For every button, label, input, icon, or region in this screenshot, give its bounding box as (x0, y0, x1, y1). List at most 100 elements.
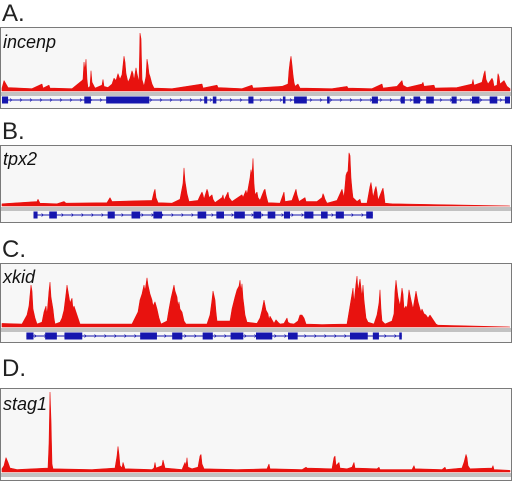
coverage-signal (1, 32, 511, 92)
strand-arrow (199, 98, 203, 102)
strand-arrow (279, 98, 283, 102)
strand-arrow (101, 213, 104, 217)
panel-label-d: D. (2, 355, 26, 382)
panel-label-a: A. (2, 0, 25, 27)
strand-arrow (351, 213, 354, 217)
exon-block (197, 211, 207, 219)
coverage-signal (1, 275, 511, 328)
strand-arrow (219, 98, 223, 102)
exon-block (489, 96, 498, 104)
strand-arrow (409, 98, 413, 102)
track-panel-xkid (0, 263, 512, 343)
strand-arrow (159, 98, 163, 102)
exon-block (140, 332, 157, 340)
strand-arrow (19, 98, 23, 102)
strand-arrow (104, 334, 107, 338)
strand-arrow (134, 334, 137, 338)
exon-block (366, 211, 373, 219)
coverage-track-stag1 (1, 391, 511, 477)
strand-arrow (141, 213, 144, 217)
coverage-track-xkid (1, 275, 511, 340)
strand-arrow (479, 98, 483, 102)
strand-arrow (49, 98, 53, 102)
coverage-track-tpx2 (1, 152, 511, 219)
coverage-track-incenp (1, 32, 511, 104)
strand-arrow (114, 334, 117, 338)
strand-arrow (181, 213, 184, 217)
strand-arrow (164, 334, 167, 338)
panel-label-b: B. (2, 118, 25, 145)
strand-arrow (339, 98, 343, 102)
strand-arrow (224, 334, 227, 338)
strand-arrow (309, 98, 313, 102)
strand-arrow (161, 213, 164, 217)
exon-block (49, 211, 57, 219)
strand-arrow (99, 98, 103, 102)
strand-arrow (301, 213, 304, 217)
exon-block (204, 96, 208, 104)
strand-arrow (239, 98, 243, 102)
strand-arrow (194, 334, 197, 338)
strand-arrow (171, 213, 174, 217)
strand-arrow (291, 213, 294, 217)
strand-arrow (314, 334, 317, 338)
strand-arrow (261, 213, 264, 217)
strand-arrow (419, 98, 423, 102)
exon-block (283, 211, 291, 219)
exon-block (267, 211, 276, 219)
strand-arrow (211, 213, 214, 217)
strand-arrow (34, 334, 37, 338)
strand-arrow (499, 98, 503, 102)
exon-block (400, 96, 405, 104)
exon-block (304, 211, 314, 219)
strand-arrow (229, 98, 233, 102)
strand-arrow (149, 98, 153, 102)
strand-arrow (384, 334, 387, 338)
strand-arrow (259, 98, 263, 102)
gene-name-incenp: incenp (3, 32, 57, 52)
exon-block (504, 96, 510, 104)
gene-name-stag1: stag1 (3, 394, 48, 414)
exon-block (216, 211, 224, 219)
strand-arrow (169, 98, 173, 102)
strand-arrow (361, 213, 364, 217)
exon-block (202, 332, 213, 340)
exon-block (230, 332, 244, 340)
strand-arrow (124, 334, 127, 338)
exon-block (399, 332, 402, 340)
gene-name-xkid: xkid (3, 267, 36, 287)
exon-block (282, 96, 286, 104)
strand-arrow (281, 213, 284, 217)
exon-block (234, 211, 245, 219)
exon-block (107, 211, 115, 219)
panel-label-c: C. (2, 236, 26, 263)
exon-block (2, 96, 9, 104)
exon-block (248, 96, 254, 104)
exon-block (64, 332, 83, 340)
strand-arrow (179, 98, 183, 102)
strand-arrow (71, 213, 74, 217)
strand-arrow (39, 98, 43, 102)
exon-block (426, 96, 434, 104)
strand-arrow (334, 334, 337, 338)
coverage-signal (1, 152, 511, 207)
strand-arrow (274, 334, 277, 338)
strand-arrow (439, 98, 443, 102)
strand-arrow (394, 334, 397, 338)
strand-arrow (84, 334, 87, 338)
strand-arrow (9, 98, 13, 102)
exon-block (451, 96, 457, 104)
strand-arrow (289, 98, 293, 102)
strand-arrow (331, 213, 334, 217)
strand-arrow (41, 213, 44, 217)
exon-block (288, 332, 298, 340)
exon-block (349, 332, 368, 340)
exon-block (371, 96, 378, 104)
strand-arrow (379, 98, 383, 102)
exon-block (413, 96, 421, 104)
strand-arrow (209, 98, 213, 102)
strand-arrow (184, 334, 187, 338)
strand-arrow (344, 334, 347, 338)
strand-arrow (231, 213, 234, 217)
strand-arrow (324, 334, 327, 338)
